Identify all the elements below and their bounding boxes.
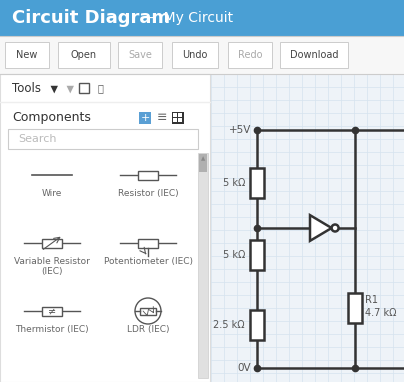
Circle shape: [332, 225, 339, 231]
Text: +5V: +5V: [229, 125, 251, 135]
Text: New: New: [16, 50, 38, 60]
Text: ✋: ✋: [97, 83, 103, 93]
Bar: [280, 42, 348, 68]
Text: ▲: ▲: [50, 83, 58, 93]
Text: ≠: ≠: [48, 306, 56, 317]
Text: Undo: Undo: [182, 50, 208, 60]
Bar: [118, 42, 162, 68]
Bar: [8, 129, 198, 149]
Text: Wire: Wire: [42, 189, 62, 198]
Bar: [250, 310, 264, 340]
Bar: [250, 168, 264, 198]
Text: Variable Resistor
(IEC): Variable Resistor (IEC): [14, 257, 90, 277]
Text: Save: Save: [128, 50, 152, 60]
Text: –  My Circuit: – My Circuit: [148, 11, 233, 25]
Text: R1: R1: [365, 295, 378, 305]
Bar: [139, 112, 151, 124]
Polygon shape: [310, 215, 332, 241]
Bar: [0, 36, 404, 74]
Bar: [228, 42, 272, 68]
Bar: [140, 308, 156, 314]
Bar: [173, 113, 177, 117]
Bar: [0, 0, 404, 36]
Bar: [0, 74, 210, 382]
Text: Thermistor (IEC): Thermistor (IEC): [15, 325, 89, 334]
Text: ≡: ≡: [157, 112, 167, 125]
Text: 2.5 kΩ: 2.5 kΩ: [213, 320, 245, 330]
Bar: [5, 42, 49, 68]
Text: Tools: Tools: [12, 81, 41, 94]
Text: 0V: 0V: [238, 363, 251, 373]
Text: Circuit Diagram: Circuit Diagram: [12, 9, 170, 27]
Text: ▲: ▲: [66, 83, 74, 93]
Bar: [250, 240, 264, 270]
Bar: [198, 153, 208, 378]
Text: Search: Search: [18, 134, 57, 144]
Circle shape: [135, 298, 161, 324]
Bar: [173, 118, 177, 122]
Bar: [58, 42, 110, 68]
Bar: [178, 113, 182, 117]
Text: +: +: [140, 113, 150, 123]
Text: 5 kΩ: 5 kΩ: [223, 178, 245, 188]
Bar: [348, 293, 362, 323]
Text: Open: Open: [71, 50, 97, 60]
Text: LDR (IEC): LDR (IEC): [127, 325, 169, 334]
Bar: [211, 74, 404, 382]
Text: Components: Components: [12, 112, 91, 125]
Bar: [199, 154, 207, 172]
Text: Resistor (IEC): Resistor (IEC): [118, 189, 178, 198]
Bar: [79, 83, 89, 93]
Text: 4.7 kΩ: 4.7 kΩ: [365, 308, 396, 318]
Text: Download: Download: [290, 50, 338, 60]
Text: 5 kΩ: 5 kΩ: [223, 250, 245, 260]
Bar: [42, 238, 62, 248]
Text: Redo: Redo: [238, 50, 262, 60]
Bar: [178, 118, 182, 122]
Text: Potentiometer (IEC): Potentiometer (IEC): [103, 257, 192, 266]
Bar: [138, 238, 158, 248]
Bar: [172, 42, 218, 68]
Bar: [42, 306, 62, 316]
Bar: [138, 170, 158, 180]
Bar: [172, 112, 184, 124]
Text: ▲: ▲: [201, 157, 205, 162]
